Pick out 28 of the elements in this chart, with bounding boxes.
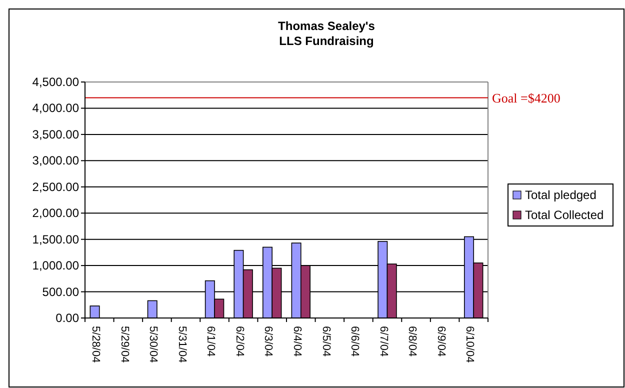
- x-tick-label: 5/31/04: [176, 326, 188, 363]
- chart-title: Thomas Sealey's LLS Fundraising: [278, 19, 376, 48]
- y-tick-label: 0.00: [56, 311, 80, 325]
- y-tick-label: 2,500.00: [32, 180, 80, 194]
- y-tick-label: 1,000.00: [32, 258, 80, 273]
- y-tick-label: 500.00: [42, 284, 80, 299]
- x-tick-label: 5/29/04: [118, 326, 130, 363]
- x-tick-label: 6/8/04: [406, 326, 418, 357]
- ref-line-label: Goal =$4200: [492, 90, 560, 106]
- y-tick-label: 3,500.00: [32, 127, 80, 142]
- x-tick-label: 6/7/04: [377, 326, 390, 357]
- y-tick-label: 3,000.00: [32, 154, 80, 168]
- x-tick-label: 6/1/04: [204, 326, 217, 357]
- x-tick-label: 6/10/04: [464, 326, 476, 363]
- x-tick-label: 6/5/04: [320, 326, 332, 357]
- x-tick-label: 6/2/04: [233, 326, 246, 357]
- y-tick-label: 4,000.00: [32, 101, 80, 116]
- y-tick-label: 2,000.00: [32, 206, 80, 220]
- legend-label: Total Collected: [525, 208, 604, 222]
- y-tick-label: 4,500.00: [32, 75, 80, 89]
- legend-label: Total pledged: [525, 188, 596, 202]
- x-tick-label: 5/30/04: [147, 326, 160, 363]
- y-tick-label: 1,500.00: [32, 232, 80, 246]
- x-tick-label: 6/6/04: [348, 326, 361, 357]
- x-tick-label: 6/3/04: [262, 326, 274, 357]
- x-tick-label: 6/9/04: [434, 326, 447, 357]
- x-tick-label: 6/4/04: [290, 326, 303, 357]
- x-tick-label: 5/28/04: [89, 326, 102, 363]
